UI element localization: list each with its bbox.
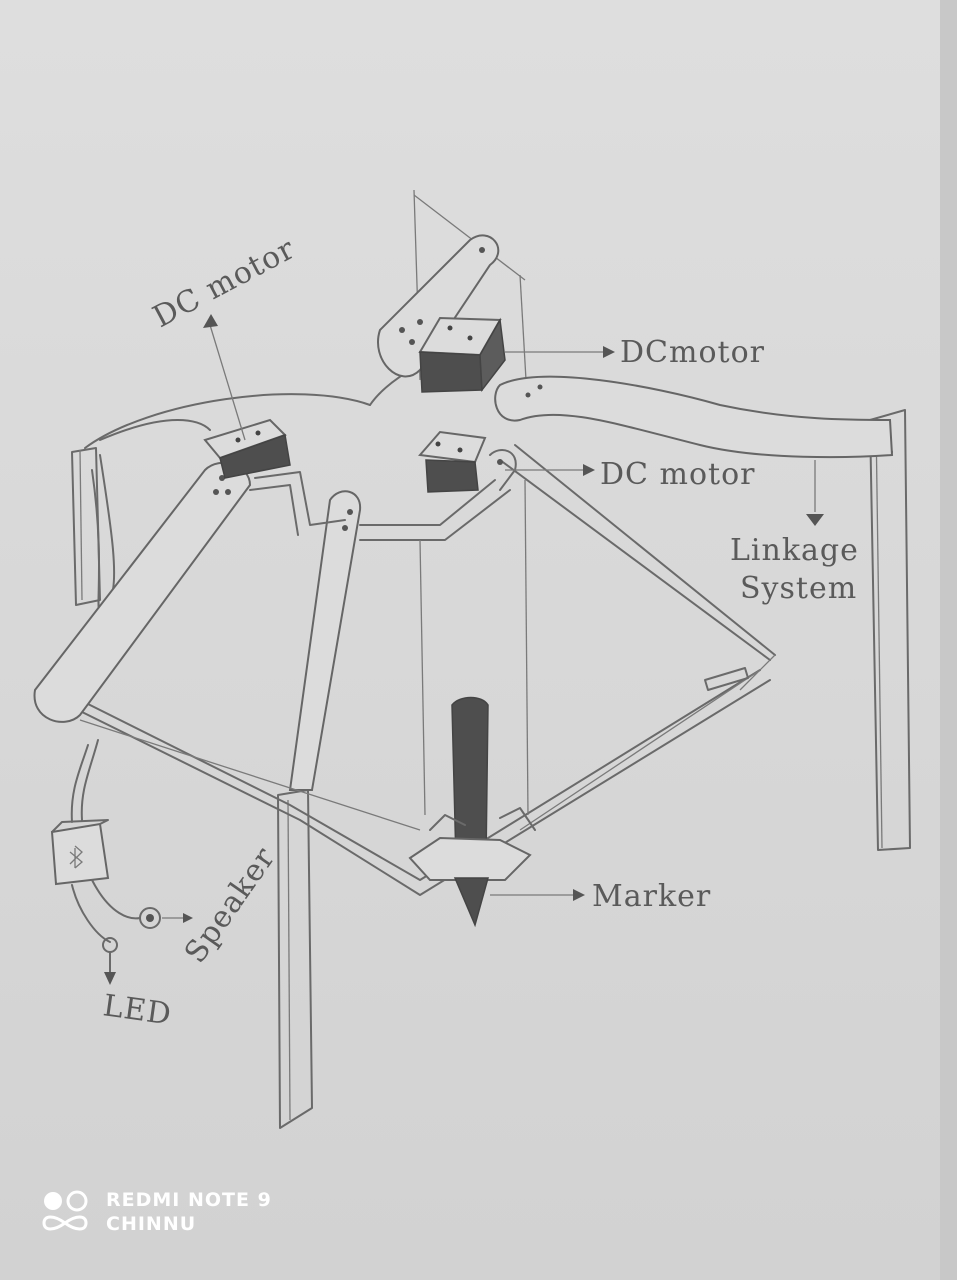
- dc-motor-mid: [418, 430, 487, 493]
- label-linkage: Linkage: [730, 533, 859, 568]
- led-icon: [102, 937, 118, 985]
- right-post: [869, 409, 911, 851]
- label-dc-motor-mid: DC motor: [600, 457, 756, 492]
- label-led: LED: [101, 988, 174, 1032]
- speaker-icon: [139, 907, 161, 929]
- base-frame: [39, 444, 776, 896]
- camera-brand-logo: [42, 1190, 88, 1231]
- watermark-owner: CHINNU: [106, 1213, 197, 1235]
- camera-watermark: REDMI NOTE 9 CHINNU: [40, 1188, 272, 1236]
- label-dc-motor-top: DCmotor: [620, 335, 765, 370]
- middle-arm: [288, 490, 362, 791]
- front-leg: [277, 789, 313, 1129]
- left-arm: [33, 461, 252, 723]
- linkage-arm: [494, 375, 894, 459]
- marker-assembly: [408, 696, 536, 928]
- label-system: System: [740, 571, 857, 606]
- bluetooth-module: [50, 819, 110, 886]
- label-speaker: Speaker: [178, 841, 283, 970]
- watermark-device: REDMI NOTE 9: [106, 1189, 272, 1211]
- left-post: [71, 447, 101, 606]
- dc-motor-top: [418, 316, 506, 393]
- label-dc-motor-left: DC motor: [147, 231, 301, 335]
- label-marker: Marker: [592, 879, 711, 914]
- callout-arrows: [162, 314, 824, 923]
